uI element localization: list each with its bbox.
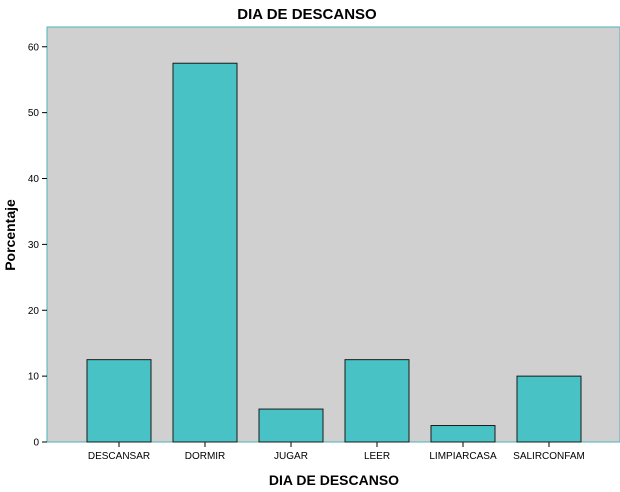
bar-salirconfam	[516, 375, 582, 443]
bar-dormir	[172, 62, 238, 443]
x-tick-label: DORMIR	[185, 451, 226, 462]
x-tick-label: LEER	[364, 451, 390, 462]
y-tick-label: 10	[28, 372, 40, 383]
bars	[86, 62, 582, 443]
bar-jugar	[258, 408, 324, 443]
y-tick-label: 30	[28, 240, 40, 251]
bar-limpiarcasa	[430, 425, 496, 443]
y-tick-label: 50	[28, 108, 40, 119]
y-tick-label: 40	[28, 174, 40, 185]
y-tick-label: 60	[28, 42, 40, 53]
chart-title: DIA DE DESCANSO	[237, 6, 377, 23]
y-tick-label: 0	[33, 438, 39, 449]
x-tick-label: DESCANSAR	[88, 451, 150, 462]
x-axis-title: DIA DE DESCANSO	[269, 472, 399, 488]
x-axis: DESCANSAR DORMIR JUGAR LEER LIMPIARCASA SALIR…	[88, 442, 585, 462]
y-axis-title: Porcentaje	[2, 199, 18, 271]
x-tick-label: JUGAR	[274, 451, 308, 462]
y-axis: 0 10 20 30 40 50 60	[28, 42, 47, 449]
x-tick-label: SALIRCONFAM	[513, 451, 585, 462]
bar-descansar	[86, 359, 152, 443]
y-tick-label: 20	[28, 306, 40, 317]
bar-leer	[344, 359, 410, 443]
x-tick-label: LIMPIARCASA	[429, 451, 497, 462]
